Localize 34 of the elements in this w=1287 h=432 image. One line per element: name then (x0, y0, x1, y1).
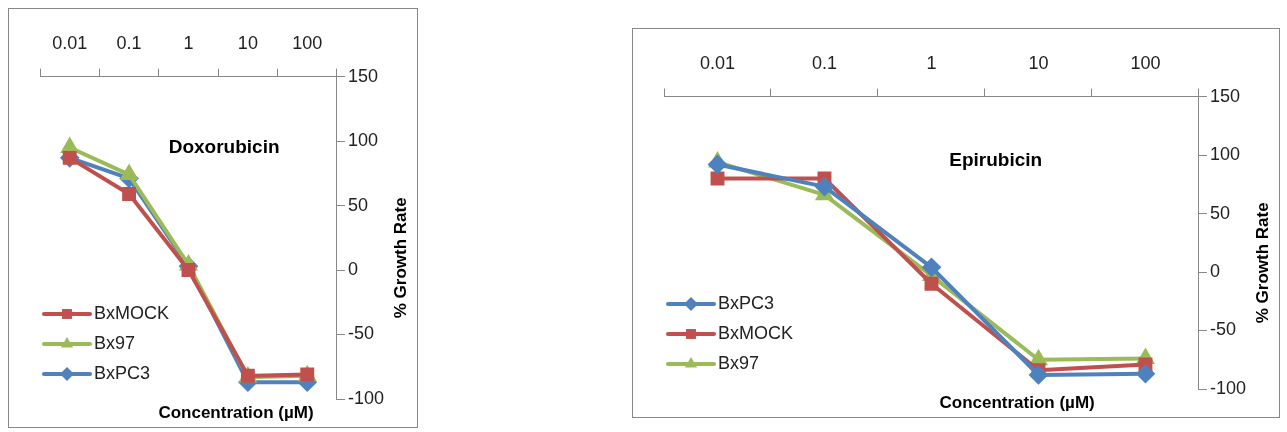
y-tick-label: 150 (347, 65, 379, 86)
legend-label: BxMOCK (94, 302, 170, 323)
legend-label: BxMOCK (718, 322, 794, 343)
text: Doxorubicin (168, 135, 280, 157)
y-tick-label: -50 (1209, 319, 1236, 340)
y-tick-label: -50 (347, 323, 374, 344)
legend-label: Bx97 (94, 332, 136, 353)
x-axis-title: Concentration (µM) (939, 392, 1095, 412)
x-tick-label: 10 (1028, 52, 1049, 73)
x-tick-label: 0.1 (116, 32, 142, 53)
y-tick-label: -100 (347, 387, 384, 408)
y-axis-title: % Growth Rate (1252, 202, 1272, 324)
x-tick-label: 10 (237, 32, 258, 53)
y-tick-label: 50 (347, 194, 368, 215)
legend-label: Bx97 (718, 352, 760, 373)
x-tick-label: 100 (1130, 52, 1161, 73)
x-tick-label: 1 (183, 32, 194, 53)
y-tick-label: 0 (1209, 261, 1220, 282)
x-tick-label: 100 (292, 32, 323, 53)
y-tick-label: -100 (1209, 377, 1246, 398)
y-tick-label: 0 (347, 259, 358, 280)
legend-label: BxPC3 (718, 292, 775, 313)
y-tick-label: 150 (1209, 85, 1241, 106)
y-tick-label: 100 (347, 130, 379, 151)
x-tick-label: 0.01 (699, 52, 736, 73)
x-tick-label: 1 (926, 52, 937, 73)
y-tick-label: 100 (1209, 144, 1241, 165)
x-tick-label: 0.01 (52, 32, 88, 53)
legend-label: BxPC3 (94, 362, 151, 383)
y-axis-title: % Growth Rate (390, 197, 410, 319)
x-tick-label: 0.1 (811, 52, 838, 73)
text: Epirubicin (949, 149, 1043, 171)
y-tick-label: 50 (1209, 202, 1230, 223)
x-axis-title: Concentration (µM) (158, 402, 314, 422)
